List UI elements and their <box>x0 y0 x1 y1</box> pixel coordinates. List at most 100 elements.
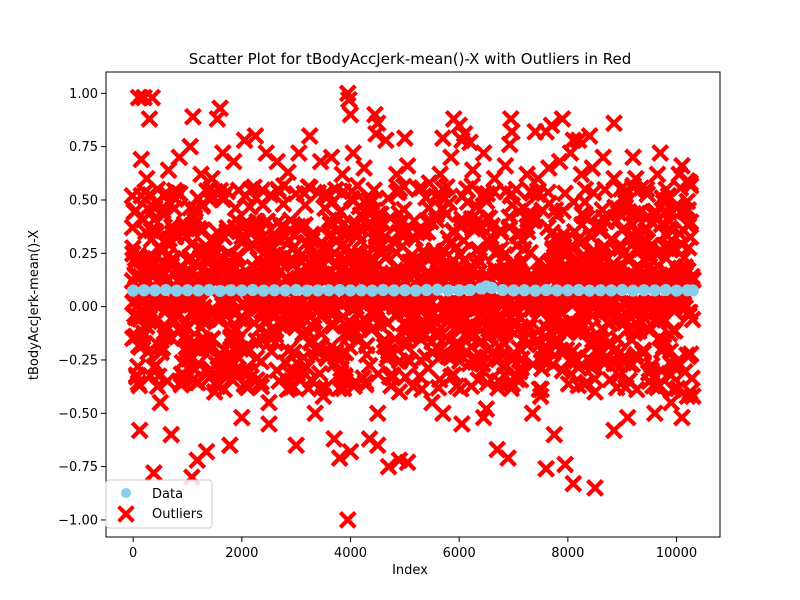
outlier-cloud-mark <box>539 183 558 202</box>
outlier-point <box>279 163 297 182</box>
y-axis-title: tBodyAccJerk-mean()-X <box>27 230 42 380</box>
legend-outliers-marker <box>117 505 135 523</box>
outlier-cloud-mark <box>348 176 367 195</box>
outlier-point <box>151 393 170 412</box>
outlier-point <box>130 421 149 440</box>
outlier-cloud-mark <box>569 358 588 377</box>
outlier-cloud-mark <box>440 193 459 212</box>
outlier-point <box>659 186 678 205</box>
outlier-point <box>338 510 357 529</box>
outlier-point <box>431 165 450 184</box>
legend-box <box>105 479 213 529</box>
outlier-cloud-mark <box>309 337 328 356</box>
data-point-overlay <box>561 284 574 297</box>
data-point-overlay <box>224 284 237 297</box>
outlier-cloud-mark <box>576 180 595 199</box>
outlier-point <box>183 107 202 126</box>
outlier-point <box>485 169 504 188</box>
outlier-cloud-mark <box>207 271 226 290</box>
outlier-cloud-mark <box>394 177 413 196</box>
y-tick-label: −1.00 <box>58 513 98 528</box>
data-point-overlay <box>322 284 335 297</box>
outlier-point <box>662 393 681 412</box>
outlier-point <box>368 404 387 423</box>
outlier-cloud-mark <box>679 238 698 257</box>
outlier-point <box>605 114 624 133</box>
outlier-point <box>333 165 352 184</box>
outlier-cloud-mark <box>607 212 626 230</box>
outlier-point <box>197 442 216 461</box>
outlier-point <box>607 378 626 397</box>
chart-title: Scatter Plot for tBodyAccJerk-mean()-X w… <box>189 50 631 68</box>
outlier-point <box>615 186 634 205</box>
y-tick-label: −0.25 <box>58 353 98 368</box>
legend: Data Outliers <box>105 479 213 529</box>
outlier-cloud-mark <box>149 367 168 386</box>
data-point-overlay <box>344 284 357 297</box>
data-point-overlay <box>279 284 292 297</box>
outlier-cloud-mark <box>437 177 456 196</box>
outlier-point <box>572 165 591 184</box>
outlier-cloud-mark <box>129 374 148 392</box>
outlier-point <box>144 464 163 482</box>
outlier-point <box>126 201 145 220</box>
data-point-overlay <box>670 284 683 297</box>
outlier-point <box>605 169 624 188</box>
outlier-point <box>330 449 349 468</box>
outlier-point <box>452 131 471 150</box>
outlier-point <box>159 161 178 180</box>
data-point-overlay <box>605 284 618 297</box>
outlier-point <box>500 135 519 154</box>
outlier-cloud-mark <box>518 222 537 241</box>
x-tick-label: 6000 <box>443 546 476 561</box>
outlier-cloud-mark <box>412 380 431 399</box>
outlier-cloud-mark <box>274 176 293 195</box>
outlier-point <box>423 393 441 412</box>
outlier-point <box>376 131 395 150</box>
outlier-point <box>539 159 558 177</box>
outlier-series-layer <box>126 84 702 529</box>
outlier-cloud-mark <box>252 377 271 396</box>
outlier-point <box>518 165 537 184</box>
outlier-cloud-mark <box>252 373 271 392</box>
outlier-point <box>637 180 656 199</box>
outlier-cloud-mark <box>663 321 682 340</box>
outlier-cloud-mark <box>511 370 530 389</box>
outlier-point <box>289 144 308 163</box>
outlier-cloud-mark <box>683 369 701 388</box>
outlier-point <box>586 478 604 497</box>
outlier-point <box>173 372 192 391</box>
outlier-point <box>662 365 681 384</box>
data-point-overlay <box>387 284 400 297</box>
outlier-point <box>368 436 387 455</box>
x-axis: 0 2000 4000 6000 8000 10000 <box>129 537 697 561</box>
outlier-point <box>162 425 181 444</box>
outlier-point <box>192 165 211 184</box>
outlier-cloud-mark <box>305 226 324 245</box>
outlier-point <box>208 109 227 128</box>
outlier-cloud-mark <box>494 333 513 352</box>
outlier-cloud-mark <box>323 314 342 333</box>
outlier-point <box>624 148 643 167</box>
data-point-overlay <box>583 284 596 297</box>
outlier-point <box>545 425 564 444</box>
outlier-point <box>339 90 358 109</box>
outlier-point <box>499 449 518 468</box>
y-tick-label: 0.50 <box>69 193 98 208</box>
x-tick-label: 8000 <box>551 546 584 561</box>
data-point-overlay <box>431 283 444 296</box>
data-point-overlay <box>333 283 346 296</box>
data-point-overlay <box>572 283 585 296</box>
outlier-point <box>246 127 265 145</box>
outlier-cloud-mark <box>147 311 166 330</box>
data-point-overlay <box>377 283 390 296</box>
data-point-overlay <box>203 283 216 296</box>
outlier-point <box>648 165 667 184</box>
outlier-point <box>409 180 428 199</box>
outlier-point <box>463 161 482 180</box>
outlier-cloud-mark <box>381 208 400 227</box>
outlier-cloud-mark <box>427 210 446 229</box>
outlier-point <box>537 122 556 141</box>
